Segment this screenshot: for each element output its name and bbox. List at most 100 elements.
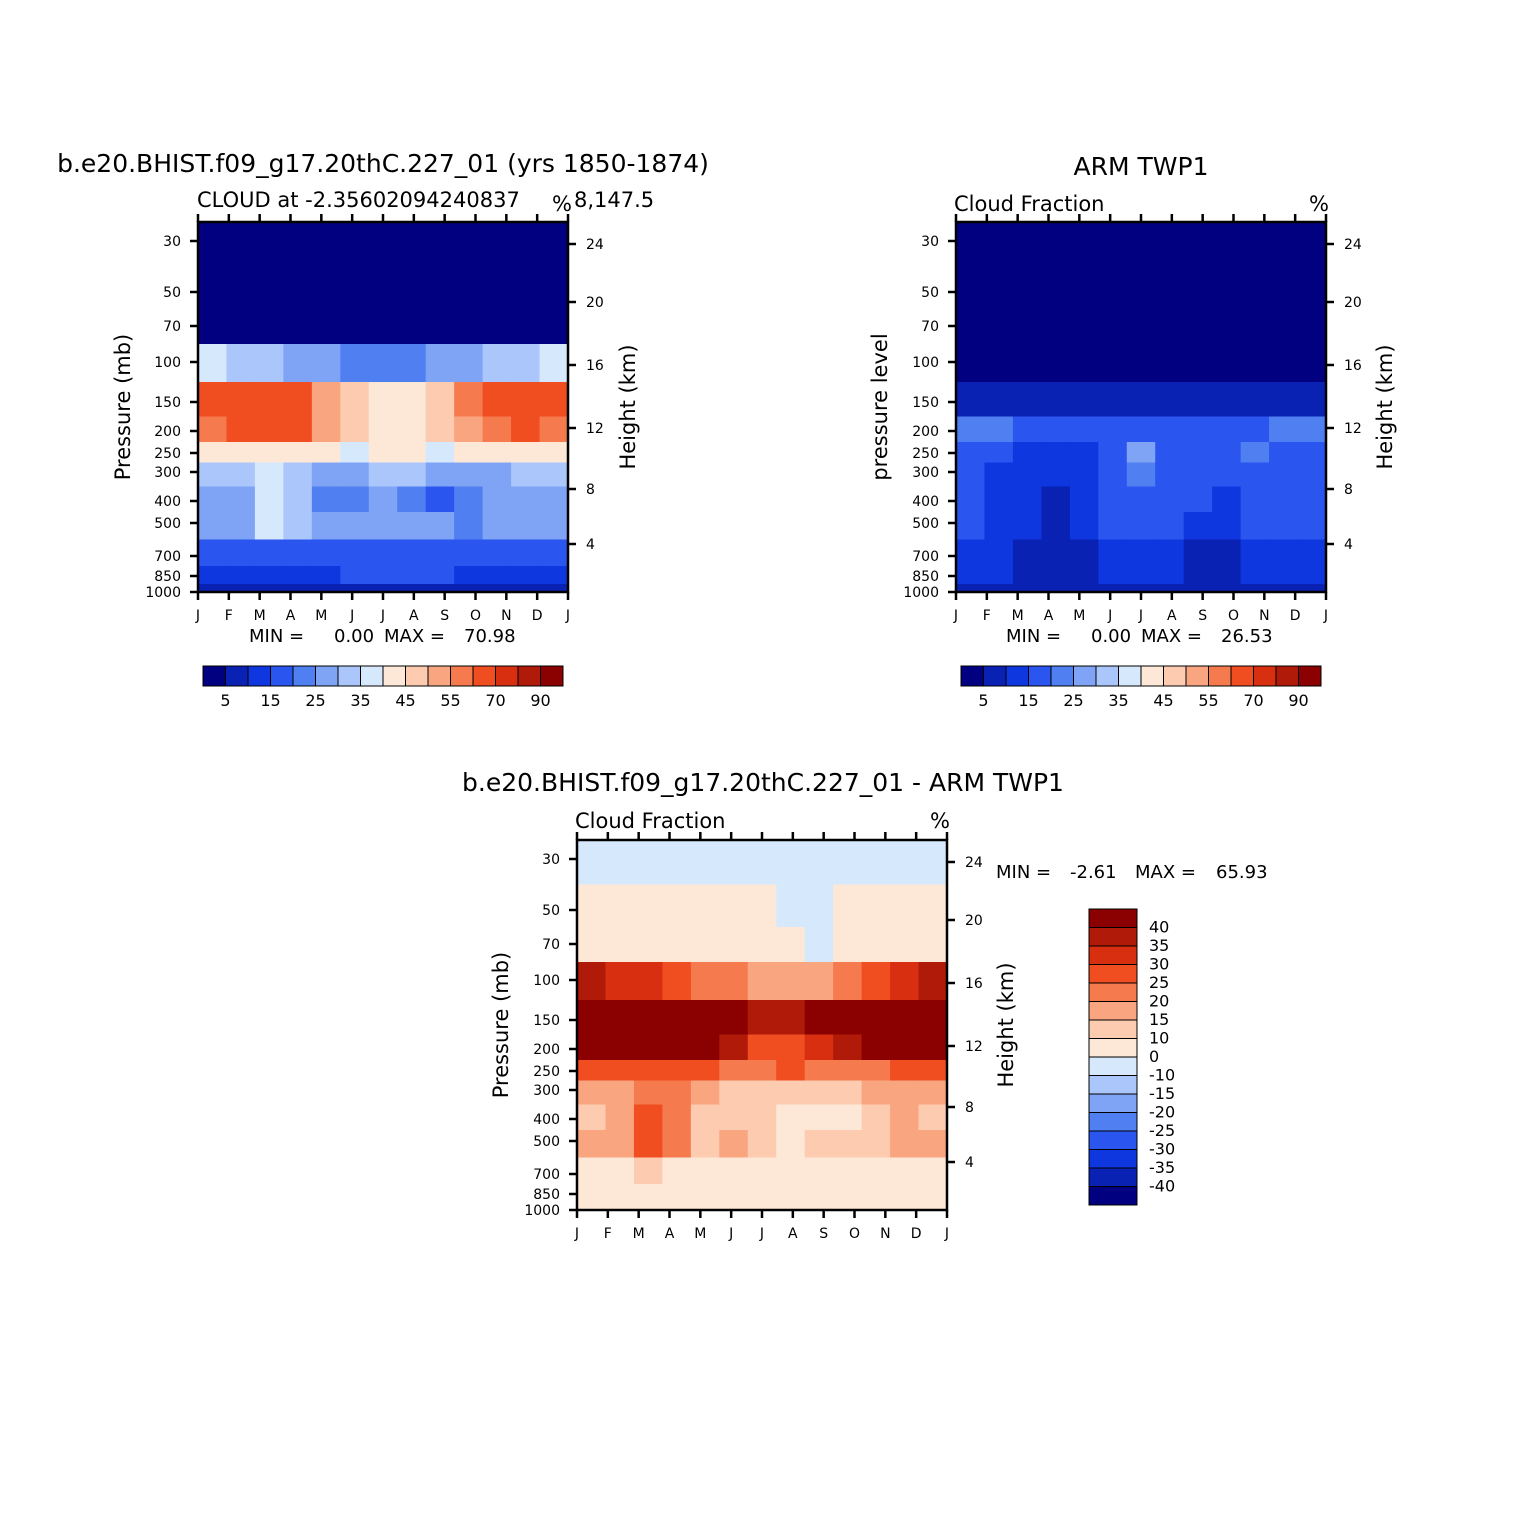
contour-cell <box>833 884 863 928</box>
contour-cell <box>690 884 720 928</box>
contour-cell <box>918 1184 948 1203</box>
contour-cell <box>511 344 541 383</box>
contour-cell <box>747 1130 777 1159</box>
contour-cell <box>1098 462 1128 488</box>
colorbar-label: -15 <box>1149 1084 1175 1103</box>
colorbar-label: 35 <box>1149 936 1169 955</box>
contour-cell <box>425 584 455 593</box>
contour-cell <box>984 222 1014 268</box>
contour-cell <box>984 309 1014 345</box>
y-axis-label: pressure level <box>868 333 892 480</box>
contour-cell <box>804 1060 834 1082</box>
contour-cell <box>254 442 284 464</box>
contour-cell <box>984 416 1014 443</box>
contour-cell <box>956 382 986 418</box>
contour-cell <box>605 962 635 1001</box>
contour-cell <box>1126 309 1156 345</box>
contour-cell <box>1041 309 1071 345</box>
contour-cell <box>1041 222 1071 268</box>
contour-cell <box>283 512 313 541</box>
colorbar-box <box>225 665 249 687</box>
colorbar-box <box>983 665 1007 687</box>
contour-cell <box>1240 512 1270 541</box>
y-right-tick-label: 16 <box>965 976 983 992</box>
contour-cell <box>1269 344 1299 383</box>
contour-cell <box>1155 416 1185 443</box>
contour-cell <box>747 1034 777 1061</box>
contour-cell <box>1183 512 1213 541</box>
contour-cell <box>890 884 920 928</box>
contour-cell <box>861 1080 891 1106</box>
contour-cell <box>956 222 986 268</box>
contour-cell <box>1183 462 1213 488</box>
contour-cell <box>1240 486 1270 513</box>
contour-cell <box>311 566 341 585</box>
y-tick-label: 100 <box>912 355 939 371</box>
contour-cell <box>776 884 806 928</box>
contour-cell <box>690 840 720 886</box>
colorbar-label: 40 <box>1149 918 1169 937</box>
contour-cell <box>254 486 284 513</box>
contour-cell <box>605 1202 635 1211</box>
y-tick-label: 250 <box>912 446 939 462</box>
colorbar-box <box>1028 665 1052 687</box>
contour-cell <box>254 416 284 443</box>
contour-cell <box>311 442 341 464</box>
contour-cell <box>861 1000 891 1036</box>
contour-cell <box>690 1080 720 1106</box>
colorbar-box <box>1088 1130 1138 1150</box>
contour-cell <box>1297 566 1327 585</box>
contour-cell <box>425 309 455 345</box>
contour-cell <box>918 962 948 1001</box>
colorbar-box <box>1088 1075 1138 1095</box>
contour-cell <box>425 222 455 268</box>
contour-cell <box>1212 344 1242 383</box>
colorbar-label: 15 <box>1149 1010 1169 1029</box>
contour-cell <box>1240 442 1270 464</box>
contour-cell <box>918 840 948 886</box>
contour-cell <box>956 566 986 585</box>
contour-cell <box>226 539 256 567</box>
contour-cell <box>1126 462 1156 488</box>
contour-cell <box>605 1034 635 1061</box>
tick-marks <box>948 214 1334 600</box>
contour-cell <box>776 1104 806 1131</box>
contour-cell <box>776 1184 806 1203</box>
contour-cell <box>633 927 663 963</box>
colorbar-box <box>1088 927 1138 947</box>
contour-cell <box>690 1202 720 1211</box>
contour-cell <box>956 416 986 443</box>
contour-cell <box>1012 416 1042 443</box>
contour-cell <box>833 1000 863 1036</box>
panel-title: ARM TWP1 <box>1074 152 1209 181</box>
contour-cell <box>482 462 512 488</box>
contour-cell <box>577 1184 607 1203</box>
colorbar-box <box>1253 665 1277 687</box>
contour-field <box>198 222 569 593</box>
contour-cell <box>1183 442 1213 464</box>
contour-cell <box>776 962 806 1001</box>
y-tick-label: 400 <box>912 494 939 510</box>
contour-cell <box>283 462 313 488</box>
contour-cell <box>1240 584 1270 593</box>
min-value: -2.61 <box>1070 862 1117 883</box>
x-tick-label: J <box>195 608 200 624</box>
contour-cell <box>1212 462 1242 488</box>
contour-cell <box>511 539 541 567</box>
contour-cell <box>1240 539 1270 567</box>
contour-cell <box>890 840 920 886</box>
contour-cell <box>918 1000 948 1036</box>
contour-cell <box>1155 512 1185 541</box>
contour-cell <box>861 1034 891 1061</box>
colorbar-label: 55 <box>440 691 460 710</box>
y-right-tick-label: 16 <box>586 358 604 374</box>
contour-cell <box>1155 486 1185 513</box>
contour-cell <box>1012 266 1042 310</box>
contour-cell <box>633 1184 663 1203</box>
contour-cell <box>340 222 370 268</box>
contour-cell <box>747 884 777 928</box>
contour-cell <box>368 222 398 268</box>
x-tick-label: J <box>380 608 385 624</box>
contour-cell <box>984 462 1014 488</box>
contour-cell <box>956 512 986 541</box>
